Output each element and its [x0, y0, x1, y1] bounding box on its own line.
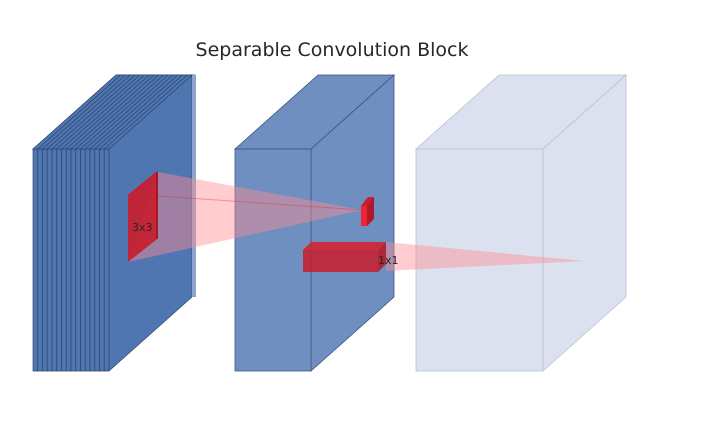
- middle-block: [233, 74, 396, 372]
- input-channel-front: [51, 148, 58, 372]
- input-block: [32, 74, 196, 372]
- input-channel-front: [84, 148, 91, 372]
- input-channel-front: [94, 148, 100, 372]
- depthwise-projection: [128, 172, 362, 262]
- middle-block-front: [234, 148, 312, 372]
- input-channel-front: [103, 148, 110, 372]
- pointwise-kernel: [303, 242, 386, 272]
- depthwise-result-side: [367, 197, 374, 226]
- depthwise-kernel-side: [156, 172, 158, 240]
- depthwise-kernel: [128, 172, 158, 262]
- input-channel-front: [42, 148, 48, 372]
- pointwise-kernel-top: [303, 242, 386, 250]
- depthwise-kernel-label: 3x3: [132, 221, 153, 234]
- input-channel-front: [46, 148, 53, 372]
- input-channel-front: [89, 148, 96, 372]
- pointwise-kernel-label: 1x1: [378, 254, 399, 267]
- pointwise-kernel-front: [303, 250, 378, 272]
- depthwise-result-voxel: [361, 197, 374, 226]
- pointwise-kernel-side: [378, 242, 386, 272]
- input-channel-front: [32, 148, 39, 372]
- input-channel-front: [75, 148, 81, 372]
- pointwise-projection: [386, 242, 584, 271]
- input-channel-front: [99, 148, 105, 372]
- depthwise-result-top: [361, 197, 374, 206]
- depthwise-result-front: [361, 206, 367, 226]
- input-channel-front: [56, 148, 62, 372]
- depthwise-kernel-front: [128, 172, 156, 262]
- input-channel-front: [70, 148, 77, 372]
- output-block: [414, 74, 628, 372]
- input-channel-front: [37, 148, 43, 372]
- depthwise-projection-edge: [157, 195, 363, 211]
- input-block-back-edge: [192, 75, 196, 297]
- input-channel-front: [80, 148, 86, 372]
- input-channel-front: [65, 148, 72, 372]
- output-block-front: [415, 148, 544, 372]
- diagram-title: Separable Convolution Block: [196, 39, 469, 61]
- input-channel-front: [61, 148, 67, 372]
